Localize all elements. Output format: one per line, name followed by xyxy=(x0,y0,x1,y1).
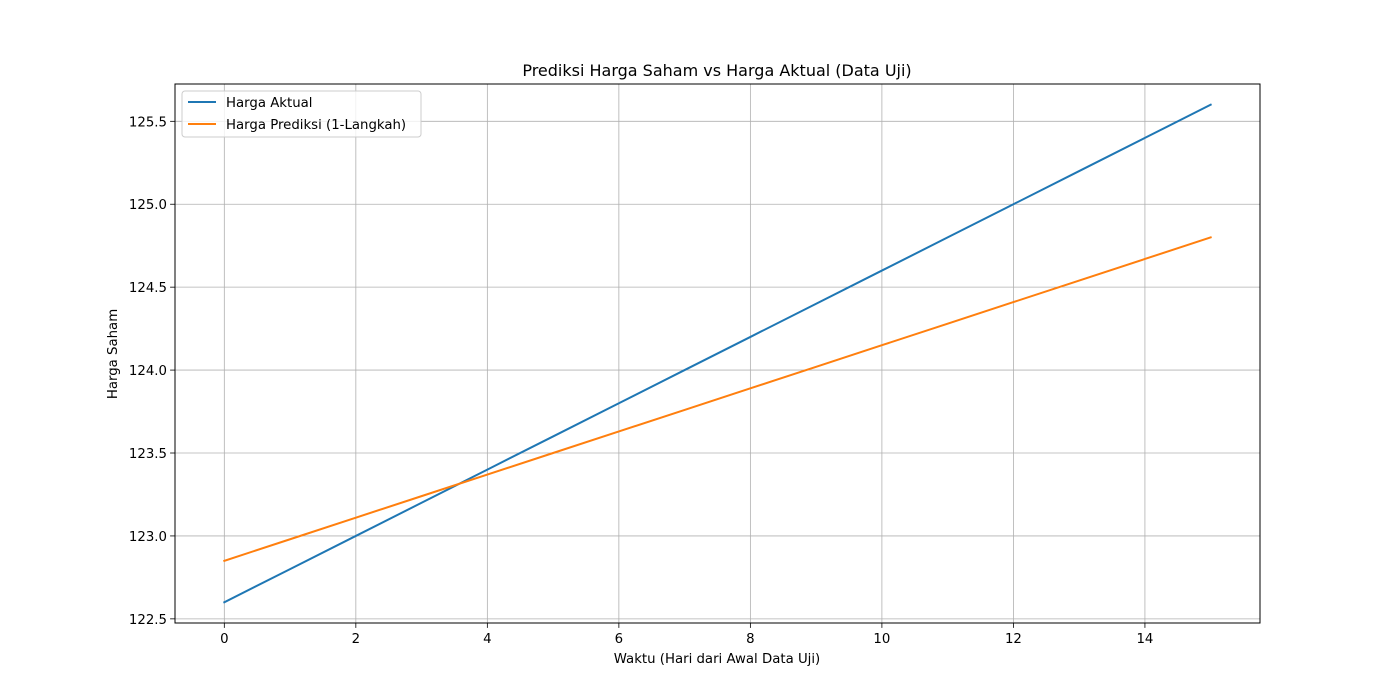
legend-label-predicted: Harga Prediksi (1-Langkah) xyxy=(226,118,406,133)
x-tick-label: 0 xyxy=(220,632,228,647)
legend-label-actual: Harga Aktual xyxy=(226,96,312,111)
chart-title: Prediksi Harga Saham vs Harga Aktual (Da… xyxy=(522,61,911,80)
legend-box xyxy=(181,90,422,138)
y-tick-label: 124.5 xyxy=(129,281,167,296)
y-tick-label: 122.5 xyxy=(129,613,167,628)
x-tick-label: 10 xyxy=(873,632,890,647)
x-tick-label: 6 xyxy=(615,632,623,647)
y-tick-label: 125.5 xyxy=(129,115,167,130)
legend: Harga Aktual Harga Prediksi (1-Langkah) xyxy=(181,90,422,138)
y-axis-label: Harga Saham xyxy=(106,309,121,399)
x-tick-label: 12 xyxy=(1005,632,1022,647)
y-tick-label: 123.0 xyxy=(129,530,167,545)
series-line-actual xyxy=(222,103,1213,604)
y-tick-label: 125.0 xyxy=(129,198,167,213)
x-tick-label: 8 xyxy=(746,632,754,647)
y-tick-label: 124.0 xyxy=(129,364,167,379)
x-axis-ticks: 0 2 4 6 8 10 12 14 xyxy=(220,623,1153,647)
y-tick-label: 123.5 xyxy=(129,447,167,462)
x-tick-label: 14 xyxy=(1136,632,1153,647)
series-line-predicted xyxy=(223,236,1212,563)
plot-frame xyxy=(174,83,1261,624)
series-lines xyxy=(222,103,1213,604)
x-tick-label: 4 xyxy=(483,632,491,647)
x-tick-label: 2 xyxy=(352,632,360,647)
y-axis-ticks: 122.5 123.0 123.5 124.0 124.5 125.0 125.5 xyxy=(129,115,175,628)
x-axis-label: Waktu (Hari dari Awal Data Uji) xyxy=(614,652,821,667)
